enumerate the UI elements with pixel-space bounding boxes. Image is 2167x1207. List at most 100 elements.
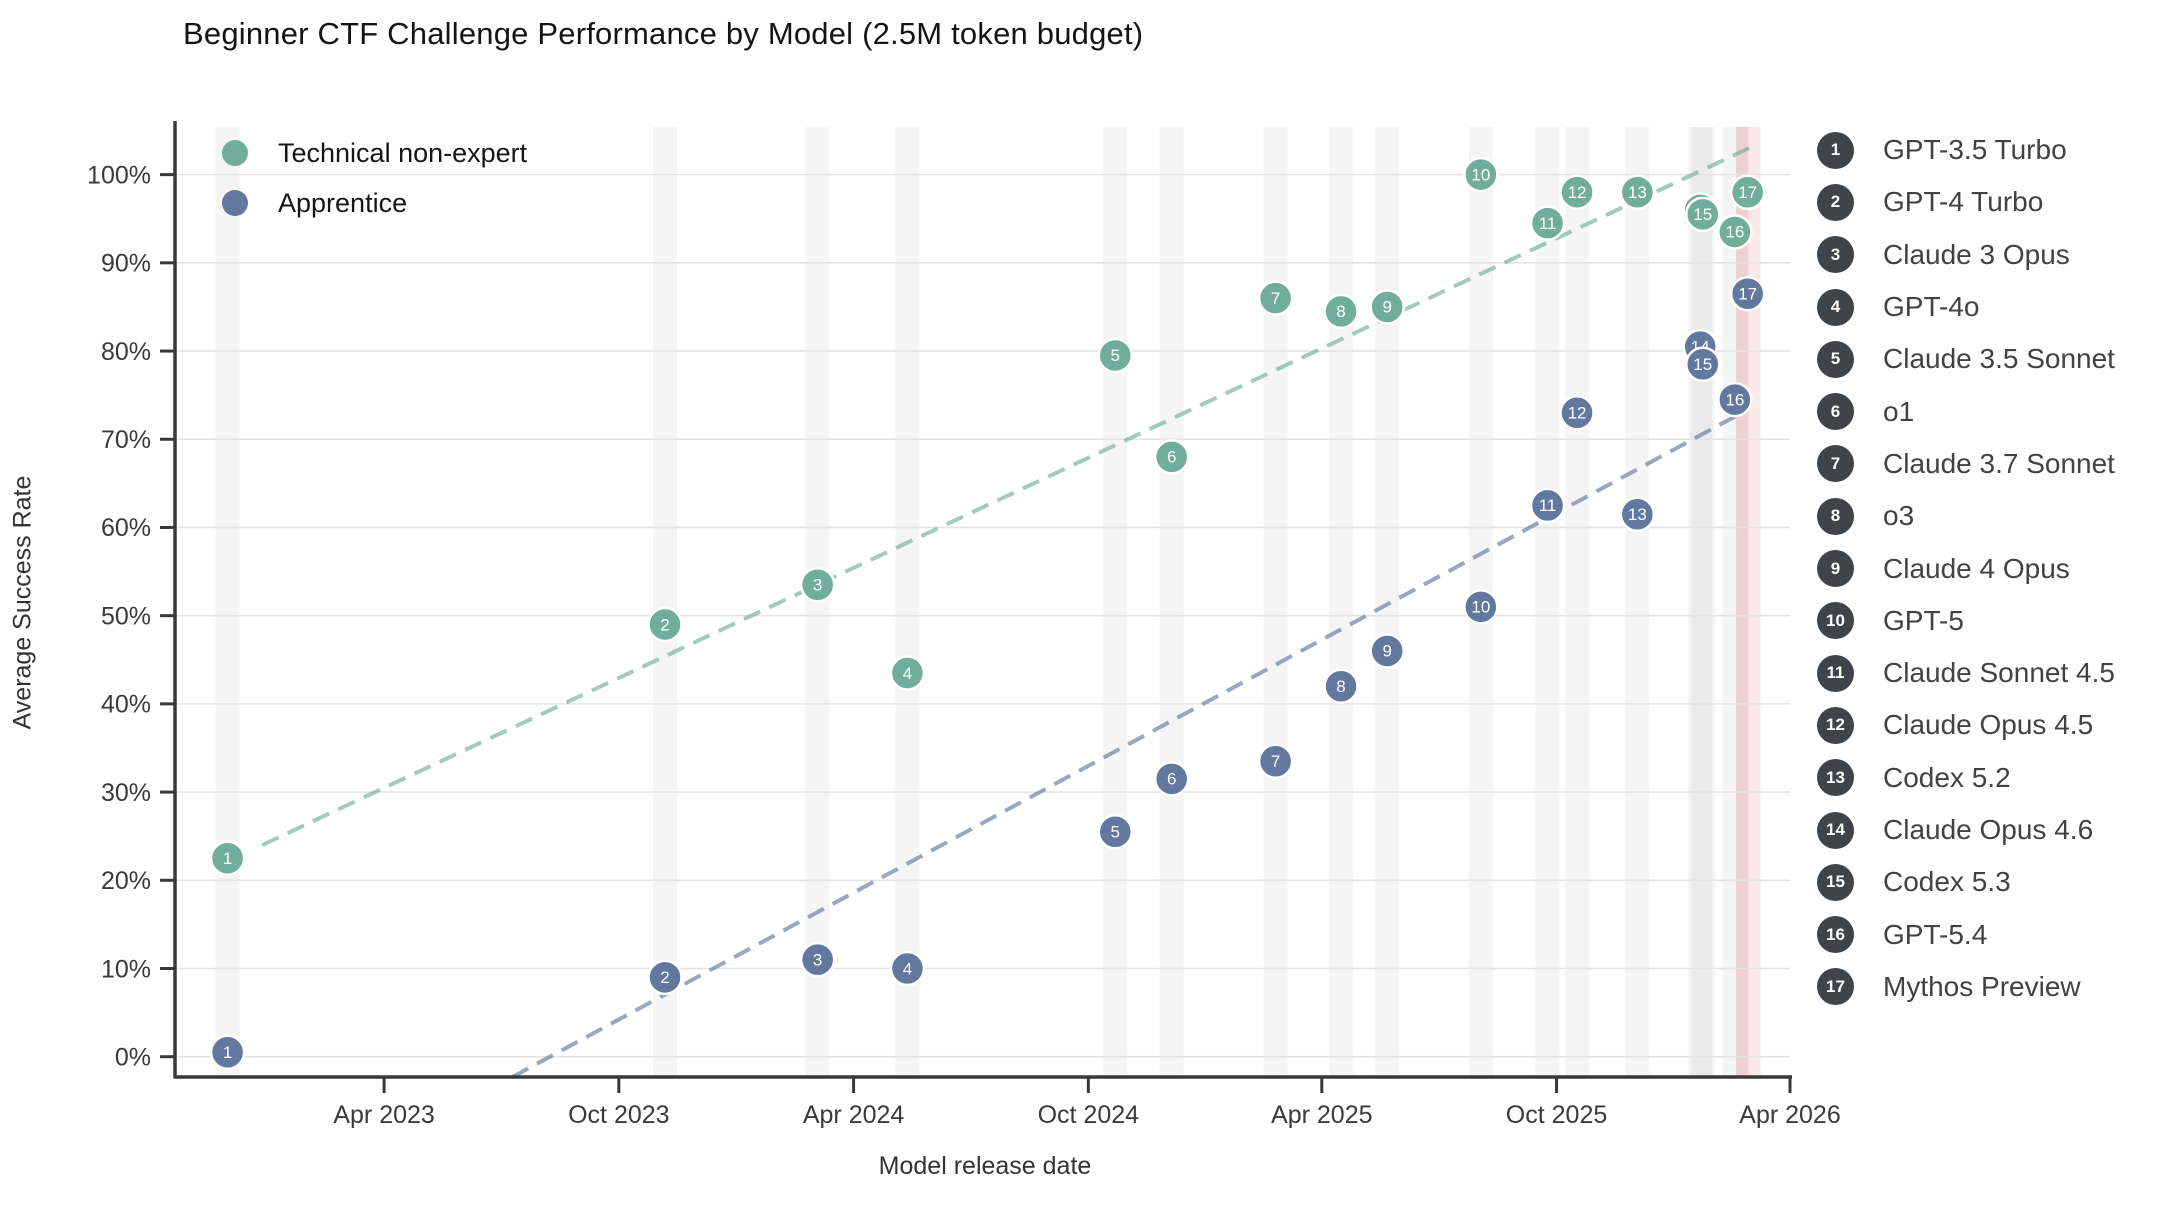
data-point-non_expert-6: 6 <box>1153 439 1190 475</box>
data-point-non_expert-11: 11 <box>1529 205 1566 241</box>
marker-number: 13 <box>1628 183 1647 202</box>
marker-number: 4 <box>903 959 912 978</box>
release-stripe <box>895 127 920 1077</box>
marker-circle <box>647 606 683 643</box>
model-number-badge: 13 <box>1817 759 1854 797</box>
y-tick-label: 0% <box>115 1043 151 1071</box>
marker-circle <box>1153 439 1190 475</box>
data-point-non_expert-17: 17 <box>1729 174 1766 211</box>
model-name-label: Claude 4 Opus <box>1883 552 2070 584</box>
model-name-label: Claude Opus 4.6 <box>1883 814 2094 845</box>
model-legend-row-12: 12 Claude Opus 4.5 <box>1817 699 2115 751</box>
marker-number: 17 <box>1738 183 1757 202</box>
model-legend-row-11: 11 Claude Sonnet 4.5 <box>1817 647 2115 699</box>
release-stripe <box>1103 127 1128 1077</box>
model-number-badge: 7 <box>1817 445 1854 483</box>
data-point-non_expert-9: 9 <box>1369 289 1405 325</box>
trend-line <box>511 412 1740 1079</box>
marker-circle <box>1529 205 1566 241</box>
x-tick-label: Apr 2026 <box>1739 1101 1840 1129</box>
data-point-non_expert-15: 15 <box>1685 196 1721 233</box>
marker-number: 9 <box>1382 298 1391 317</box>
model-name-label: GPT-4 Turbo <box>1883 186 2044 218</box>
y-tick-label: 60% <box>101 514 151 542</box>
model-number-badge: 1 <box>1817 131 1854 169</box>
data-point-non_expert-13: 13 <box>1619 174 1656 211</box>
data-point-apprentice-7: 7 <box>1257 743 1294 779</box>
marker-circle <box>209 840 246 876</box>
model-number-badge: 17 <box>1817 968 1854 1006</box>
model-number-badge: 8 <box>1817 497 1854 535</box>
marker-circle <box>1153 761 1190 797</box>
marker-circle <box>1097 337 1134 374</box>
model-name-label: Claude Sonnet 4.5 <box>1883 657 2115 689</box>
model-legend-row-1: 1 GPT-3.5 Turbo <box>1817 124 2115 176</box>
data-point-non_expert-4: 4 <box>889 655 926 691</box>
data-point-apprentice-1: 1 <box>209 1034 246 1071</box>
marker-circle <box>799 941 836 978</box>
marker-number: 13 <box>1628 505 1647 524</box>
release-stripe <box>1625 127 1650 1077</box>
marker-circle <box>1529 487 1566 524</box>
marker-number: 10 <box>1471 165 1490 184</box>
marker-circle <box>1369 633 1405 669</box>
marker-number: 10 <box>1471 598 1490 617</box>
y-tick-label: 30% <box>101 779 151 807</box>
marker-number: 17 <box>1738 284 1757 303</box>
model-legend-row-5: 5 Claude 3.5 Sonnet <box>1817 333 2115 385</box>
marker-number: 6 <box>1167 448 1176 467</box>
release-stripe <box>1535 127 1560 1077</box>
marker-circle <box>1717 214 1753 250</box>
data-point-apprentice-16: 16 <box>1717 381 1753 418</box>
model-legend-row-16: 16 GPT-5.4 <box>1817 908 2115 960</box>
highlight-band-core <box>1736 127 1749 1077</box>
model-name-label: Claude Opus 4.5 <box>1883 709 2094 741</box>
model-number-badge: 4 <box>1817 288 1854 326</box>
data-point-non_expert-1: 1 <box>209 840 246 876</box>
release-stripe <box>1329 127 1354 1077</box>
data-point-apprentice-17: 17 <box>1729 275 1766 312</box>
model-legend-row-10: 10 GPT-5 <box>1817 595 2115 647</box>
marker-circle <box>1685 196 1721 233</box>
marker-number: 1 <box>223 849 232 868</box>
model-number-badge: 5 <box>1817 340 1854 378</box>
marker-number: 1 <box>223 1043 232 1062</box>
marker-number: 8 <box>1336 677 1345 696</box>
model-number-badge: 16 <box>1817 916 1854 954</box>
x-tick-label: Apr 2025 <box>1271 1101 1372 1129</box>
model-name-label: Claude 3.5 Sonnet <box>1883 343 2115 375</box>
model-name-label: Mythos Preview <box>1883 970 2081 1002</box>
x-tick-label: Oct 2025 <box>1506 1101 1607 1129</box>
y-tick-label: 10% <box>101 955 151 983</box>
y-tick-label: 70% <box>101 426 151 454</box>
marker-number: 12 <box>1568 183 1587 202</box>
data-point-non_expert-16: 16 <box>1717 214 1753 250</box>
model-legend-row-7: 7 Claude 3.7 Sonnet <box>1817 438 2115 490</box>
marker-number: 8 <box>1336 302 1345 321</box>
marker-number: 6 <box>1167 770 1176 789</box>
data-point-non_expert-5: 5 <box>1097 337 1134 374</box>
marker-number: 5 <box>1111 346 1120 365</box>
marker-number: 2 <box>660 968 669 987</box>
model-legend-row-4: 4 GPT-4o <box>1817 281 2115 333</box>
y-tick-label: 90% <box>101 250 151 278</box>
data-point-apprentice-3: 3 <box>799 941 836 978</box>
model-legend-row-8: 8 o3 <box>1817 490 2115 542</box>
model-name-label: o3 <box>1883 500 1915 532</box>
model-name-label: GPT-5 <box>1883 604 1964 636</box>
release-stripe <box>1690 127 1715 1077</box>
marker-number: 3 <box>813 576 822 595</box>
model-name-label: o1 <box>1883 395 1915 427</box>
data-point-apprentice-9: 9 <box>1369 633 1405 669</box>
data-point-non_expert-12: 12 <box>1559 174 1595 211</box>
marker-circle <box>1619 174 1656 211</box>
marker-circle <box>1717 381 1753 418</box>
marker-number: 15 <box>1693 205 1712 224</box>
model-legend-row-6: 6 o1 <box>1817 385 2115 437</box>
model-name-label: Claude 3.7 Sonnet <box>1883 447 2115 479</box>
marker-number: 4 <box>903 664 912 683</box>
y-axis-title: Average Success Rate <box>8 475 37 730</box>
marker-circle <box>889 655 926 691</box>
marker-circle <box>1729 174 1766 211</box>
data-point-non_expert-7: 7 <box>1257 280 1294 316</box>
